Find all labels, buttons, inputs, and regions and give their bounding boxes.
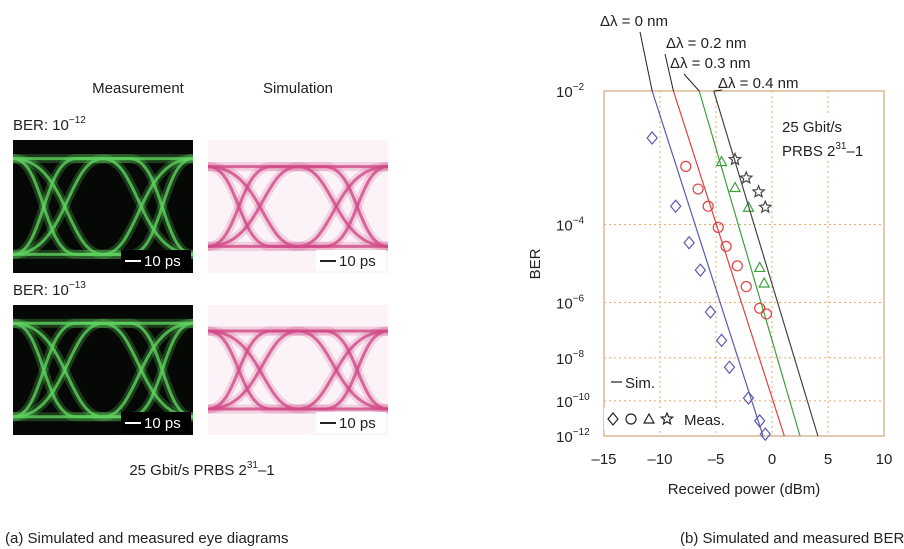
marker xyxy=(703,201,713,211)
y-tick-label-base: 10 xyxy=(556,296,573,313)
series-annotation: Δλ = 0 nm xyxy=(600,13,668,30)
y-tick-label: 10−8 xyxy=(556,349,585,368)
series-annotation: Δλ = 0.2 nm xyxy=(666,35,746,52)
y-tick-label-base: 10 xyxy=(556,429,573,446)
prbs-annotation-base: PRBS 2 xyxy=(782,143,835,160)
y-tick-label-base: 10 xyxy=(556,84,573,101)
marker xyxy=(681,161,691,171)
scale-label: 10 ps xyxy=(339,415,376,432)
marker xyxy=(671,200,681,212)
y-tick-label: 10−4 xyxy=(556,215,585,234)
ber-label-exp: −13 xyxy=(69,280,86,291)
marker xyxy=(724,361,734,373)
y-tick-label-base: 10 xyxy=(556,217,573,234)
marker xyxy=(730,182,740,191)
figure: Measurement Simulation (a) Simulated and… xyxy=(0,0,904,549)
marker xyxy=(693,184,703,194)
marker xyxy=(741,172,752,183)
marker xyxy=(647,132,657,144)
y-tick-label: 10−2 xyxy=(556,82,585,101)
x-tick-label: 5 xyxy=(824,451,832,468)
marker xyxy=(753,186,764,197)
y-tick-label-exp: −12 xyxy=(573,427,590,438)
prbs-annotation: PRBS 231–1 xyxy=(782,141,863,160)
y-tick-label-exp: −4 xyxy=(573,215,585,226)
y-tick-label: 10−12 xyxy=(556,427,590,446)
marker xyxy=(760,428,770,440)
annotation-arrow xyxy=(640,32,652,91)
marker xyxy=(695,264,705,276)
col-label: Measurement xyxy=(92,80,185,97)
scale-label: 10 ps xyxy=(144,415,181,432)
annotation-arrow xyxy=(684,74,699,91)
y-tick-label-exp: −6 xyxy=(573,294,585,305)
marker xyxy=(759,278,769,287)
marker xyxy=(732,261,742,271)
rate-annotation: 25 Gbit/s xyxy=(782,119,842,136)
x-axis-label: Received power (dBm) xyxy=(668,481,821,498)
y-tick-label: 10−6 xyxy=(556,294,585,313)
y-tick-label-exp: −2 xyxy=(573,82,585,93)
caption: (a) Simulated and measured eye diagrams xyxy=(5,530,288,547)
ber-label: BER: 10−12 xyxy=(13,115,86,134)
series-annotation: Δλ = 0.4 nm xyxy=(718,75,798,92)
y-tick-label-exp: −10 xyxy=(573,392,590,403)
marker xyxy=(721,241,731,251)
marker xyxy=(741,282,751,292)
marker xyxy=(705,306,715,318)
y-tick-label-exp: −8 xyxy=(573,349,585,360)
scale-label: 10 ps xyxy=(339,253,376,270)
footer: 25 Gbit/s PRBS 231–1 xyxy=(129,460,274,479)
marker xyxy=(755,262,765,271)
y-tick-label-base: 10 xyxy=(556,351,573,368)
legend-label: Sim. xyxy=(625,375,655,392)
ber-label-exp: −12 xyxy=(69,115,86,126)
prbs-annotation-tail: –1 xyxy=(846,143,863,160)
x-tick-label: –5 xyxy=(708,451,725,468)
marker xyxy=(729,154,740,165)
x-tick-label: –10 xyxy=(647,451,672,468)
x-tick-label: 0 xyxy=(768,451,776,468)
x-tick-label: 10 xyxy=(876,451,893,468)
y-axis-label: BER xyxy=(527,248,544,279)
caption: (b) Simulated and measured BERs xyxy=(680,530,904,547)
legend-label: Meas. xyxy=(684,412,725,429)
ber-label: BER: 10−13 xyxy=(13,280,86,299)
footer-exp: 31 xyxy=(247,460,259,471)
footer-tail: –1 xyxy=(258,462,275,479)
col-label: Simulation xyxy=(263,80,333,97)
sim-line xyxy=(652,91,763,436)
y-tick-label: 10−10 xyxy=(556,392,590,411)
marker xyxy=(717,157,727,166)
ber-label-base: BER: 10 xyxy=(13,282,69,299)
x-tick-label: –15 xyxy=(591,451,616,468)
ber-label-base: BER: 10 xyxy=(13,117,69,134)
series-annotation: Δλ = 0.3 nm xyxy=(670,55,750,72)
prbs-annotation-exp: 31 xyxy=(835,141,847,152)
marker xyxy=(684,237,694,249)
footer-base: 25 Gbit/s PRBS 2 xyxy=(129,462,247,479)
scale-label: 10 ps xyxy=(144,253,181,270)
marker xyxy=(717,334,727,346)
marker xyxy=(760,201,771,212)
y-tick-label-base: 10 xyxy=(556,394,573,411)
